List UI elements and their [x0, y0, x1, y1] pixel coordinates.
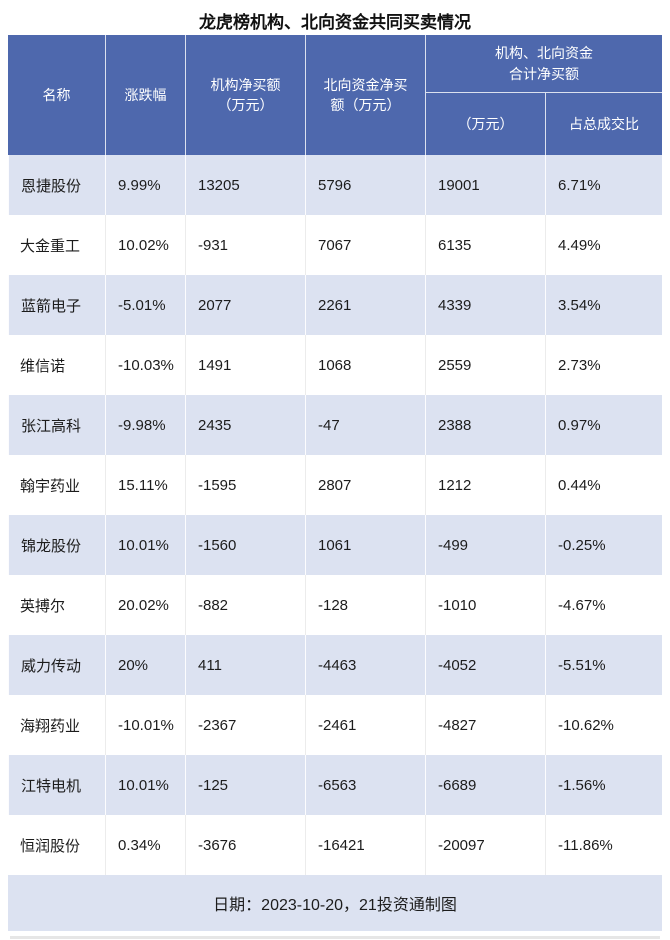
value-cell: -4827	[425, 695, 545, 755]
value-cell: 6.71%	[545, 155, 662, 215]
value-cell: -4463	[305, 635, 425, 695]
value-cell: -3676	[185, 815, 305, 875]
value-cell: 2559	[425, 335, 545, 395]
value-cell: -2461	[305, 695, 425, 755]
value-cell: 2807	[305, 455, 425, 515]
header-north-net: 北向资金净买 额（万元）	[305, 35, 425, 155]
value-cell: 10.02%	[105, 215, 185, 275]
header-combined-group: 机构、北向资金 合计净买额	[425, 35, 662, 93]
value-cell: 2388	[425, 395, 545, 455]
stock-name-cell: 维信诺	[20, 357, 66, 375]
table-row: 大金重工 10.02% -931 7067 6135 4.49%	[8, 215, 662, 275]
value-cell: -11.86%	[545, 815, 662, 875]
value-cell: 1212	[425, 455, 545, 515]
value-cell: -125	[185, 755, 305, 815]
stock-name-cell: 威力传动	[8, 635, 105, 695]
stock-name-cell: 蓝箭电子	[8, 275, 105, 335]
table-row: 威力传动 20% 411 -4463 -4052 -5.51%	[8, 635, 662, 695]
value-cell: -9.98%	[105, 395, 185, 455]
value-cell: 2435	[185, 395, 305, 455]
stock-name-cell: 江特电机	[8, 755, 105, 815]
value-cell: -1.56%	[545, 755, 662, 815]
value-cell: -10.01%	[105, 695, 185, 755]
value-cell: 1061	[305, 515, 425, 575]
value-cell: -6689	[425, 755, 545, 815]
value-cell: -1010	[425, 575, 545, 635]
table-row: 英搏尔 20.02% -882 -128 -1010 -4.67%	[8, 575, 662, 635]
value-cell: -4052	[425, 635, 545, 695]
value-cell: 10.01%	[105, 755, 185, 815]
value-cell: 0.34%	[105, 815, 185, 875]
value-cell: -47	[305, 395, 425, 455]
value-cell: 13205	[185, 155, 305, 215]
footer-note: 日期：2023-10-20，21投资通制图	[8, 875, 662, 931]
value-cell: -20097	[425, 815, 545, 875]
value-cell: -6563	[305, 755, 425, 815]
bottom-divider	[10, 936, 660, 939]
value-cell: -10.62%	[545, 695, 662, 755]
value-cell: -931	[185, 215, 305, 275]
value-cell: 19001	[425, 155, 545, 215]
value-cell: 2077	[185, 275, 305, 335]
table-row: 恒润股份 0.34% -3676 -16421 -20097 -11.86%	[8, 815, 662, 875]
stock-name-cell: 翰宇药业	[20, 477, 81, 495]
value-cell: 6135	[425, 215, 545, 275]
stock-name-cell: 锦龙股份	[8, 515, 105, 575]
value-cell: -882	[185, 575, 305, 635]
value-cell: 2.73%	[545, 335, 662, 395]
value-cell: 7067	[305, 215, 425, 275]
header-combined-amount: （万元）	[425, 93, 545, 155]
stock-name-cell: 大金重工	[20, 237, 81, 255]
data-table: 名称 涨跌幅 机构净买额 （万元） 北向资金净买 额（万元） 机构、北向资金 合…	[8, 35, 662, 931]
value-cell: 411	[185, 635, 305, 695]
value-cell: -16421	[305, 815, 425, 875]
stock-name-cell: 海翔药业	[20, 717, 81, 735]
table-row: 张江高科 -9.98% 2435 -47 2388 0.97%	[8, 395, 662, 455]
table-body: 恩捷股份 9.99% 13205 5796 19001 6.71% 大金重工 10.02% -9…	[8, 155, 662, 875]
value-cell: -0.25%	[545, 515, 662, 575]
value-cell: -2367	[185, 695, 305, 755]
value-cell: -499	[425, 515, 545, 575]
value-cell: 10.01%	[105, 515, 185, 575]
value-cell: -1560	[185, 515, 305, 575]
value-cell: 1491	[185, 335, 305, 395]
value-cell: 3.54%	[545, 275, 662, 335]
table-row: 维信诺 -10.03% 1491 1068 2559 2.73%	[8, 335, 662, 395]
value-cell: 4339	[425, 275, 545, 335]
table-row: 海翔药业 -10.01% -2367 -2461 -4827 -10.62%	[8, 695, 662, 755]
table-row: 恩捷股份 9.99% 13205 5796 19001 6.71%	[8, 155, 662, 215]
value-cell: 0.44%	[545, 455, 662, 515]
value-cell: -5.51%	[545, 635, 662, 695]
header-name: 名称	[42, 86, 71, 103]
stock-name-cell: 恩捷股份	[8, 155, 105, 215]
value-cell: 5796	[305, 155, 425, 215]
table-row: 翰宇药业 15.11% -1595 2807 1212 0.44%	[8, 455, 662, 515]
value-cell: 4.49%	[545, 215, 662, 275]
stock-name-cell: 恒润股份	[20, 837, 81, 855]
value-cell: -4.67%	[545, 575, 662, 635]
table-row: 蓝箭电子 -5.01% 2077 2261 4339 3.54%	[8, 275, 662, 335]
value-cell: -5.01%	[105, 275, 185, 335]
value-cell: 2261	[305, 275, 425, 335]
value-cell: 1068	[305, 335, 425, 395]
value-cell: 9.99%	[105, 155, 185, 215]
header-change: 涨跌幅	[105, 35, 185, 155]
stock-name-cell: 英搏尔	[20, 597, 66, 615]
header-inst-net: 机构净买额 （万元）	[185, 35, 305, 155]
header-combined-ratio: 占总成交比	[545, 93, 662, 155]
table-row: 江特电机 10.01% -125 -6563 -6689 -1.56%	[8, 755, 662, 815]
stock-name-cell: 张江高科	[8, 395, 105, 455]
table-header: 名称 涨跌幅 机构净买额 （万元） 北向资金净买 额（万元） 机构、北向资金 合…	[8, 35, 662, 155]
page-title: 龙虎榜机构、北向资金共同买卖情况	[199, 13, 471, 32]
value-cell: 15.11%	[105, 455, 185, 515]
value-cell: 0.97%	[545, 395, 662, 455]
value-cell: 20.02%	[105, 575, 185, 635]
value-cell: -10.03%	[105, 335, 185, 395]
value-cell: 20%	[105, 635, 185, 695]
value-cell: -1595	[185, 455, 305, 515]
table-row: 锦龙股份 10.01% -1560 1061 -499 -0.25%	[8, 515, 662, 575]
value-cell: -128	[305, 575, 425, 635]
